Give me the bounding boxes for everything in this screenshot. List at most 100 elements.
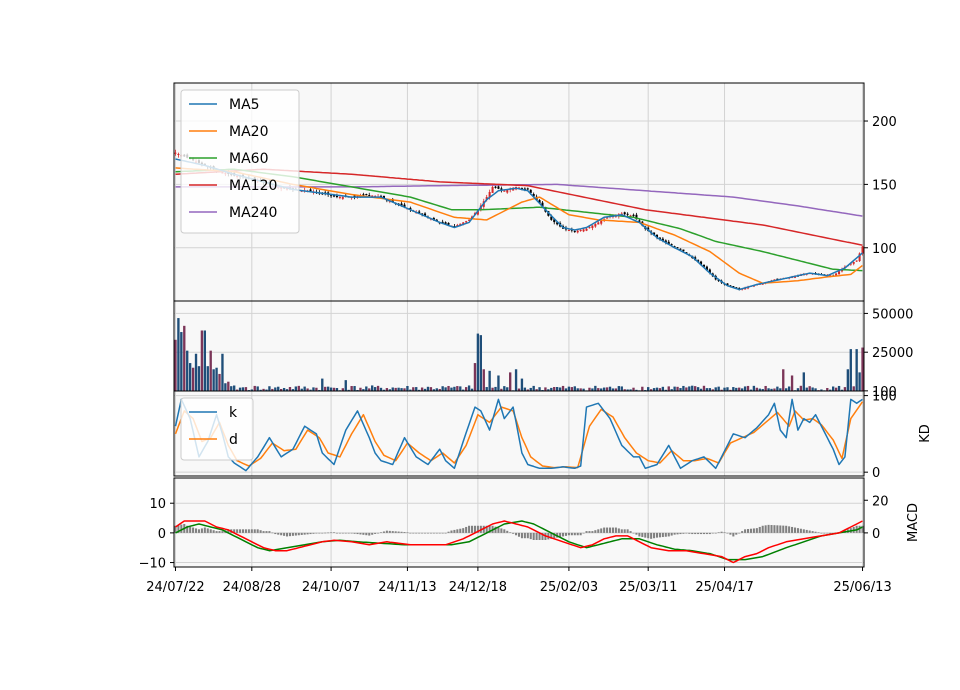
macd-histogram-bar [465, 526, 468, 533]
macd-histogram-bar [861, 525, 864, 533]
macd-histogram-bar [515, 532, 518, 536]
macd-histogram-bar [347, 532, 350, 534]
x-tick-label: 24/12/18 [449, 580, 507, 595]
volume-bar [365, 386, 368, 391]
volume-bar [649, 389, 653, 391]
volume-bar [782, 369, 785, 391]
candle-body [591, 225, 594, 229]
macd-histogram-bar [391, 531, 394, 533]
candle-body [661, 238, 664, 241]
volume-bar [462, 389, 465, 391]
volume-bar [514, 369, 518, 391]
macd-histogram-bar [280, 532, 283, 536]
macd-histogram-bar [241, 529, 245, 533]
x-tick-label: 24/08/28 [223, 580, 281, 595]
candle-body [485, 197, 488, 200]
macd-histogram-bar [294, 532, 297, 536]
macd-histogram-bar [494, 526, 497, 533]
volume-bar [385, 388, 389, 391]
volume-bar [570, 387, 574, 391]
price-y-tick-label: 150 [872, 178, 897, 193]
volume-bar [183, 325, 186, 391]
volume-bar [244, 387, 248, 391]
volume-bar [180, 332, 183, 391]
volume-bar [420, 387, 424, 391]
macd-histogram-bar [441, 532, 444, 534]
macd-histogram-bar [635, 532, 638, 535]
volume-bar [241, 387, 245, 391]
candle-body [362, 194, 365, 196]
volume-bar [426, 386, 430, 391]
volume-bar [200, 330, 204, 391]
volume-bar [265, 389, 268, 391]
volume-bar [711, 389, 714, 391]
volume-bar [494, 386, 497, 391]
volume-bar [708, 388, 712, 391]
macd-histogram-bar [708, 532, 711, 535]
volume-bar [635, 389, 638, 391]
macd-histogram-bar [330, 532, 333, 534]
volume-bar [235, 389, 239, 391]
volume-bar [576, 388, 579, 391]
macd-histogram-bar [482, 525, 485, 533]
volume-bar [444, 387, 447, 391]
volume-bar [315, 387, 318, 391]
volume-bar [705, 388, 709, 391]
candle-body [523, 188, 526, 190]
macd-histogram-bar [653, 532, 656, 539]
volume-bar [605, 387, 609, 391]
volume-bar [262, 388, 265, 391]
macd-histogram-bar [717, 532, 720, 533]
macd-histogram-bar [371, 532, 374, 535]
volume-bar [359, 387, 362, 391]
volume-bar [655, 387, 659, 391]
candle-body [726, 283, 729, 286]
macd-histogram-bar [614, 527, 617, 533]
macd-histogram-bar [429, 532, 432, 534]
macd-histogram-bar [368, 532, 371, 536]
macd-histogram-bar [576, 532, 579, 536]
volume-bar [174, 339, 177, 391]
macd-histogram-bar [259, 530, 262, 533]
macd-histogram-bar [697, 532, 700, 535]
volume-bar [696, 387, 700, 391]
x-tick-label: 24/10/07 [302, 580, 360, 595]
volume-bar [717, 386, 720, 391]
macd-histogram-bar [714, 532, 717, 534]
macd-histogram-bar [300, 532, 303, 535]
candle-body [579, 230, 582, 232]
macd-histogram-bar [532, 532, 535, 541]
volume-bar [779, 388, 782, 391]
macd-histogram-bar [755, 528, 758, 533]
macd-histogram-bar [529, 532, 532, 540]
volume-bar [558, 387, 562, 391]
macd-histogram-bar [776, 525, 779, 533]
volume-bar [861, 347, 864, 391]
macd-histogram-bar [218, 531, 221, 533]
macd-histogram-bar [500, 528, 503, 533]
volume-bar [770, 388, 773, 391]
volume-bar [720, 389, 723, 391]
macd-signal-line [175, 520, 863, 561]
volume-bar [673, 386, 676, 391]
volume-bar [702, 385, 706, 391]
volume-bar [738, 387, 741, 391]
volume-panel [174, 318, 864, 391]
macd-histogram-bar [206, 528, 209, 533]
volume-bar [632, 387, 635, 391]
macd-histogram-bar [194, 528, 198, 533]
volume-bar [740, 388, 744, 391]
macd-frame [173, 477, 865, 568]
volume-bar [294, 386, 298, 391]
candle-body [838, 271, 841, 275]
macd-histogram-bar [497, 527, 500, 533]
macd-histogram-bar [606, 527, 609, 533]
volume-bar [814, 388, 817, 391]
candle-body [371, 195, 374, 197]
macd-histogram-bar [726, 532, 729, 534]
macd-histogram-bar [318, 532, 321, 534]
macd-histogram-bar [212, 530, 215, 533]
candle-body [708, 269, 711, 274]
volume-bar [391, 387, 394, 391]
macd-histogram-bar [661, 532, 664, 538]
